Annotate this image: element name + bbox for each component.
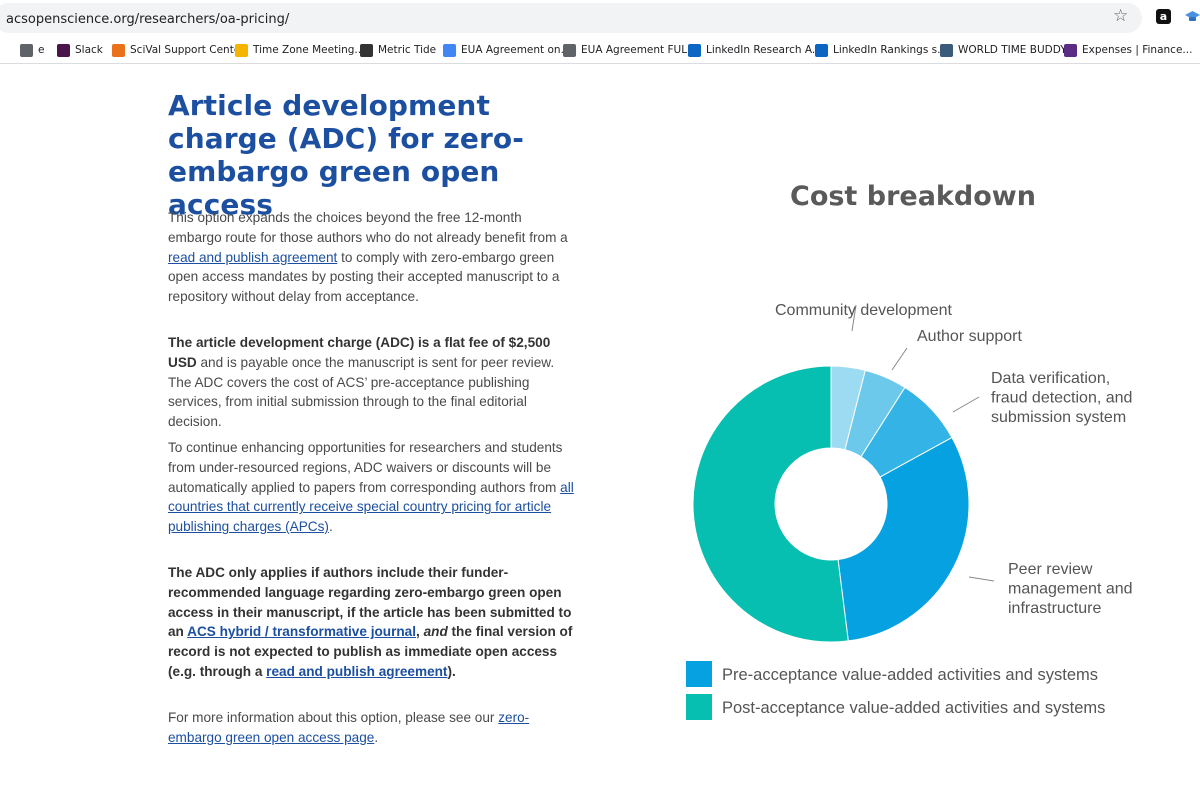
page-title: Article development charge (ADC) for zer… <box>168 89 524 221</box>
pie-slice <box>837 436 970 642</box>
bookmark-item[interactable]: EUA Agreement on... <box>443 41 571 59</box>
bookmark-label: e <box>38 44 45 56</box>
bookmark-favicon-icon <box>57 43 70 57</box>
read-and-publish-agreement-link-2[interactable]: read and publish agreement <box>266 663 448 679</box>
bookmark-favicon-icon <box>360 43 373 57</box>
paragraph-intro: This option expands the choices beyond t… <box>168 208 578 307</box>
text: The ADC only applies if authors include … <box>168 565 572 640</box>
browser-toolbar: acsopenscience.org/researchers/oa-pricin… <box>0 0 1200 34</box>
text: and is payable once the manuscript is se… <box>168 354 555 430</box>
slice-label: Community development <box>775 302 953 319</box>
bookmark-favicon-icon <box>688 43 701 57</box>
bookmark-item[interactable]: EUA Agreement FUL... <box>563 41 697 59</box>
label-leader-line <box>968 576 995 582</box>
bookmark-label: Expenses | Finance... <box>1082 44 1193 56</box>
pie-slice <box>692 365 849 643</box>
bookmark-label: SciVal Support Center <box>130 44 245 56</box>
text: to comply with zero-embargo green open a… <box>168 249 560 305</box>
bookmark-favicon-icon <box>112 43 125 57</box>
read-and-publish-agreement-link[interactable]: read and publish agreement <box>168 249 338 265</box>
text: . <box>328 519 333 535</box>
bookmark-item[interactable]: WORLD TIME BUDDY <box>940 41 1067 59</box>
bookmark-label: Time Zone Meeting... <box>253 44 365 56</box>
bookmark-item[interactable]: Slack <box>57 41 103 59</box>
label-leader-line <box>851 304 857 332</box>
text: . <box>374 729 379 745</box>
slice-label: Data verification, fraud detection, and su… <box>991 370 1132 426</box>
green-open-access-page-link[interactable]: zero-embargo green open access page <box>168 710 530 745</box>
text: This option expands the choices beyond t… <box>168 210 568 245</box>
bookmark-star-icon[interactable]: ☆ <box>1113 6 1129 25</box>
bookmark-label: EUA Agreement on... <box>461 44 571 56</box>
bookmark-favicon-icon <box>563 43 576 57</box>
legend-swatch <box>686 661 712 687</box>
bookmark-favicon-icon <box>1064 43 1077 57</box>
paragraph-more-info: For more information about this option, … <box>168 708 578 748</box>
bookmark-item[interactable]: SciVal Support Center <box>112 41 245 59</box>
text: and <box>423 624 448 640</box>
slice-label: Peer review management and infrastructure <box>1008 561 1133 617</box>
text: To continue enhancing opportunities for … <box>168 440 563 495</box>
acs-hybrid-journal-link[interactable]: ACS hybrid / transformative journal <box>187 624 417 640</box>
text: , <box>416 624 424 640</box>
bookmarks-bar: e Slack SciVal Support Center Time Zone Mee… <box>0 36 1200 64</box>
label-leader-line <box>891 347 908 371</box>
bookmark-favicon-icon <box>940 43 953 57</box>
bookmark-favicon-icon <box>20 43 33 57</box>
paragraph-adc-fee: The article development charge (ADC) is … <box>168 333 578 432</box>
text: For more information about this option, … <box>168 710 499 725</box>
bookmark-item[interactable]: LinkedIn Rankings s... <box>815 41 947 59</box>
bookmark-label: LinkedIn Rankings s... <box>833 44 948 56</box>
special-country-pricing-link[interactable]: all countries that currently receive spe… <box>168 479 574 535</box>
label-leader-line <box>952 396 980 413</box>
bookmark-item[interactable]: Time Zone Meeting... <box>235 41 364 59</box>
bookmark-favicon-icon <box>443 43 456 57</box>
bookmark-item[interactable]: e <box>20 41 44 59</box>
paragraph-conditions: The ADC only applies if authors include … <box>168 563 578 682</box>
text: the final version of record is not expec… <box>168 624 573 679</box>
adc-fee-text: The article development charge (ADC) is … <box>168 335 551 370</box>
bookmark-label: EUA Agreement FUL... <box>581 44 698 56</box>
bookmark-item[interactable]: LinkedIn Research A... <box>688 41 822 59</box>
slice-label: Author support <box>917 328 1023 345</box>
bookmark-item[interactable]: Metric Tide <box>360 41 436 59</box>
paragraph-waivers: To continue enhancing opportunities for … <box>168 438 578 537</box>
address-bar[interactable]: acsopenscience.org/researchers/oa-pricin… <box>0 3 1142 33</box>
bookmark-label: Metric Tide <box>378 44 437 56</box>
bookmark-label: Slack <box>75 44 103 56</box>
bookmark-favicon-icon <box>235 43 248 57</box>
legend-swatch <box>686 694 712 720</box>
cost-breakdown-chart: Community development Author support Data … <box>686 302 1133 720</box>
extension-graduation-cap-icon[interactable] <box>1185 9 1200 24</box>
page-content: Article development charge (ADC) for zer… <box>0 65 1200 789</box>
bookmark-label: LinkedIn Research A... <box>706 44 822 56</box>
legend-label: Pre-acceptance value-added activities an… <box>722 666 1098 684</box>
chart-title: Cost breakdown <box>790 181 1036 212</box>
bookmark-item[interactable]: Expenses | Finance... <box>1064 41 1192 59</box>
legend-label: Post-acceptance value-added activities a… <box>722 699 1105 717</box>
bookmark-favicon-icon <box>815 43 828 57</box>
text: ). <box>447 663 456 679</box>
extension-icon[interactable]: a <box>1156 9 1171 24</box>
bookmark-label: WORLD TIME BUDDY <box>958 44 1067 56</box>
address-bar-url[interactable]: acsopenscience.org/researchers/oa-pricin… <box>6 12 290 27</box>
